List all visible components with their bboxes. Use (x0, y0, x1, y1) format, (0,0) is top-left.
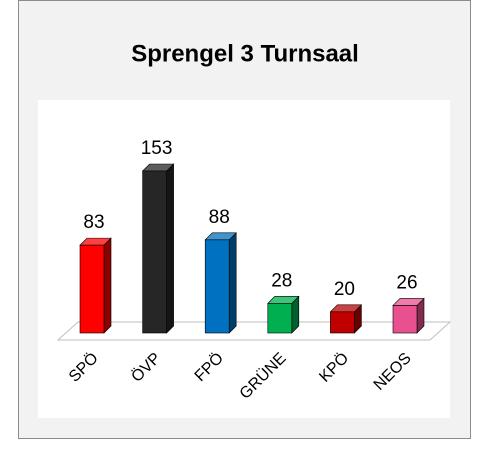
bar-front (267, 303, 293, 334)
bar (141, 163, 175, 334)
bar (267, 295, 300, 334)
value-label: 26 (396, 272, 417, 293)
bar-side (103, 237, 112, 334)
value-label: 88 (209, 207, 230, 228)
value-label: 28 (271, 270, 292, 291)
bar (329, 304, 363, 334)
bar-front (204, 239, 230, 334)
bar-front (392, 305, 418, 334)
bar (204, 232, 237, 334)
chart-title: Sprengel 3 Turnsaal (131, 40, 359, 67)
bar (392, 297, 425, 334)
floor (56, 321, 452, 341)
value-label: 153 (141, 138, 173, 159)
value-label: 83 (83, 212, 104, 233)
bar-front (330, 311, 355, 334)
bar-front (142, 170, 167, 334)
bar-side (166, 163, 174, 334)
bar-front (79, 244, 105, 334)
bar (79, 237, 112, 334)
value-label: 20 (334, 279, 355, 300)
bar-side (228, 232, 237, 334)
